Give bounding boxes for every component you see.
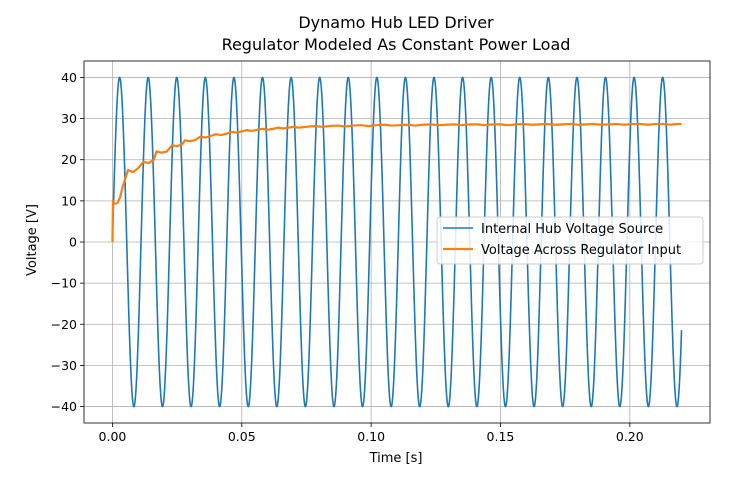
y-tick-label: −10: [51, 276, 77, 291]
x-tick-label: 0.05: [228, 429, 256, 444]
series-layer: [111, 76, 683, 408]
x-tick-label: 0.20: [616, 429, 644, 444]
y-tick-label: −30: [51, 358, 77, 373]
legend-box: [436, 216, 704, 265]
legend: Internal Hub Voltage Source Voltage Acro…: [436, 216, 704, 265]
x-tick-label: 0.00: [99, 429, 127, 444]
y-tick-label: 30: [61, 111, 77, 126]
legend-label-hub-voltage: Internal Hub Voltage Source: [481, 222, 663, 237]
chart-title: Dynamo Hub LED Driver: [298, 13, 494, 32]
series-line-hub-voltage: [111, 76, 683, 408]
x-axis-label: Time [s]: [369, 451, 423, 466]
x-tick-label: 0.15: [487, 429, 515, 444]
y-tick-label: 20: [61, 152, 77, 167]
series-line-regulator-voltage: [111, 122, 682, 243]
x-tick-label: 0.10: [357, 429, 385, 444]
chart-subtitle: Regulator Modeled As Constant Power Load: [222, 35, 571, 54]
x-axis-ticks: 0.00 0.05 0.10 0.15 0.20: [99, 423, 644, 444]
y-tick-label: −20: [51, 317, 77, 332]
y-tick-label: 40: [61, 70, 77, 85]
legend-label-regulator-voltage: Voltage Across Regulator Input: [481, 243, 681, 258]
y-tick-label: 10: [61, 193, 77, 208]
y-axis-label: Voltage [V]: [25, 204, 40, 276]
y-axis-ticks: −40 −30 −20 −10 0 10 20 30 40: [51, 70, 84, 414]
y-tick-label: −40: [51, 399, 77, 414]
y-tick-label: 0: [69, 235, 77, 250]
